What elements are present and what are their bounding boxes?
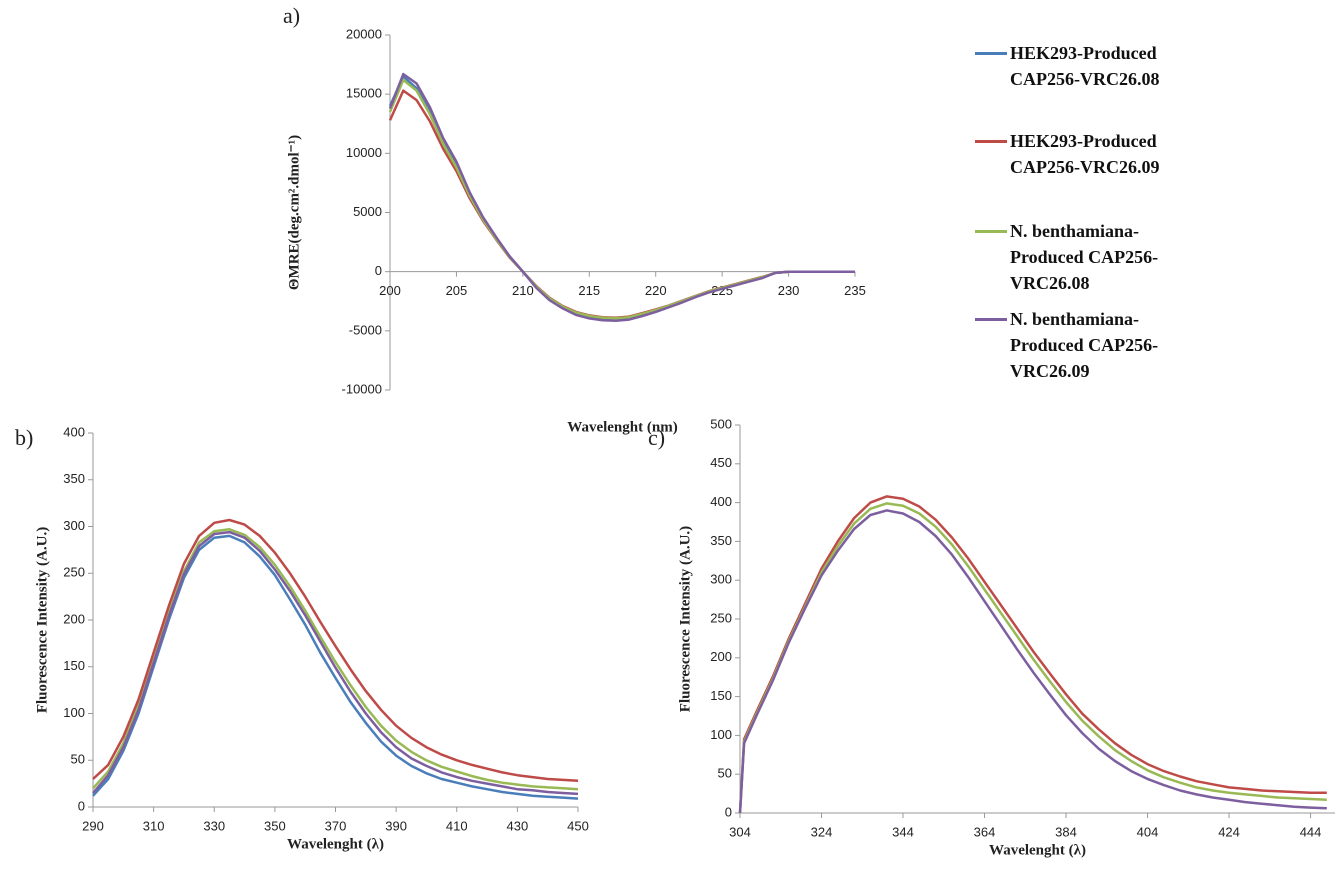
x-tick-label: 424 (1218, 824, 1240, 839)
series-line (738, 495, 1327, 814)
x-tick-label: 230 (778, 283, 800, 298)
x-tick-label: 450 (567, 818, 589, 833)
y-tick-label: 300 (63, 518, 85, 533)
x-tick-label: 444 (1300, 824, 1322, 839)
y-tick-label: 10000 (346, 145, 382, 160)
x-tick-label: 200 (379, 283, 401, 298)
y-tick-label: 5000 (353, 204, 382, 219)
y-axis-title: Fluorescence Intensity (A.U.) (677, 526, 693, 712)
x-tick-label: 215 (578, 283, 600, 298)
y-tick-label: 0 (78, 798, 85, 813)
y-tick-label: 100 (63, 705, 85, 720)
y-tick-label: 100 (710, 727, 732, 742)
y-tick-label: -10000 (342, 381, 382, 396)
y-tick-label: 350 (710, 533, 732, 548)
x-axis-title: Wavelenght (λ) (287, 836, 384, 852)
legend-label: N. benthamiana-Produced CAP256-VRC26.08 (1010, 221, 1159, 293)
legend-swatch (975, 318, 1007, 321)
panel-label: a) (283, 3, 300, 28)
y-tick-label: 450 (710, 455, 732, 470)
panel-label: b) (15, 425, 33, 450)
series-line (92, 530, 579, 796)
y-tick-label: 200 (63, 611, 85, 626)
y-tick-label: 0 (725, 804, 732, 819)
panel-label: c) (648, 425, 665, 450)
x-tick-label: 350 (264, 818, 286, 833)
y-tick-label: 20000 (346, 26, 382, 41)
x-tick-label: 404 (1137, 824, 1159, 839)
x-tick-label: 304 (729, 824, 751, 839)
y-tick-label: 15000 (346, 86, 382, 101)
x-axis-title: Wavelenght (nm) (567, 419, 677, 435)
x-tick-label: 344 (892, 824, 914, 839)
x-tick-label: 370 (325, 818, 347, 833)
x-tick-label: 310 (143, 818, 165, 833)
y-tick-label: 50 (71, 752, 85, 767)
y-tick-label: 400 (710, 494, 732, 509)
legend-label: HEK293-Produced CAP256-VRC26.09 (1010, 131, 1160, 177)
x-tick-label: 330 (203, 818, 225, 833)
series-line (92, 528, 579, 791)
x-tick-label: 364 (974, 824, 996, 839)
y-tick-label: 150 (710, 688, 732, 703)
x-tick-label: 390 (385, 818, 407, 833)
legend-label: HEK293-Produced CAP256-VRC26.08 (1010, 43, 1160, 89)
x-tick-label: 210 (512, 283, 534, 298)
x-tick-label: 384 (1055, 824, 1077, 839)
series-line (738, 509, 1327, 814)
x-axis-title: Wavelenght (λ) (989, 842, 1086, 858)
y-axis-title: Fluorescence Intensity (A.U.) (34, 527, 50, 713)
legend-swatch (975, 52, 1007, 55)
x-tick-label: 235 (844, 283, 866, 298)
y-tick-label: 250 (63, 565, 85, 580)
x-tick-label: 324 (811, 824, 833, 839)
x-tick-label: 430 (507, 818, 529, 833)
x-tick-label: 290 (82, 818, 104, 833)
legend-swatch (975, 140, 1007, 143)
x-tick-label: 205 (446, 283, 468, 298)
y-tick-label: 350 (63, 471, 85, 486)
y-tick-label: 500 (710, 416, 732, 431)
series-line (738, 502, 1327, 814)
y-tick-label: 300 (710, 572, 732, 587)
series-line (92, 518, 579, 783)
y-tick-label: 0 (375, 263, 382, 278)
y-tick-label: 200 (710, 649, 732, 664)
y-axis-title: ΘMRE(deg.cm².dmol⁻¹) (286, 135, 302, 290)
series-line (388, 72, 855, 323)
legend-swatch (975, 230, 1007, 233)
y-tick-label: 150 (63, 658, 85, 673)
y-tick-label: -5000 (349, 322, 382, 337)
legend-label: N. benthamiana-Produced CAP256-VRC26.09 (1010, 309, 1159, 381)
x-tick-label: 410 (446, 818, 468, 833)
x-tick-label: 220 (645, 283, 667, 298)
y-tick-label: 400 (63, 424, 85, 439)
y-tick-label: 250 (710, 610, 732, 625)
y-tick-label: 50 (718, 766, 732, 781)
